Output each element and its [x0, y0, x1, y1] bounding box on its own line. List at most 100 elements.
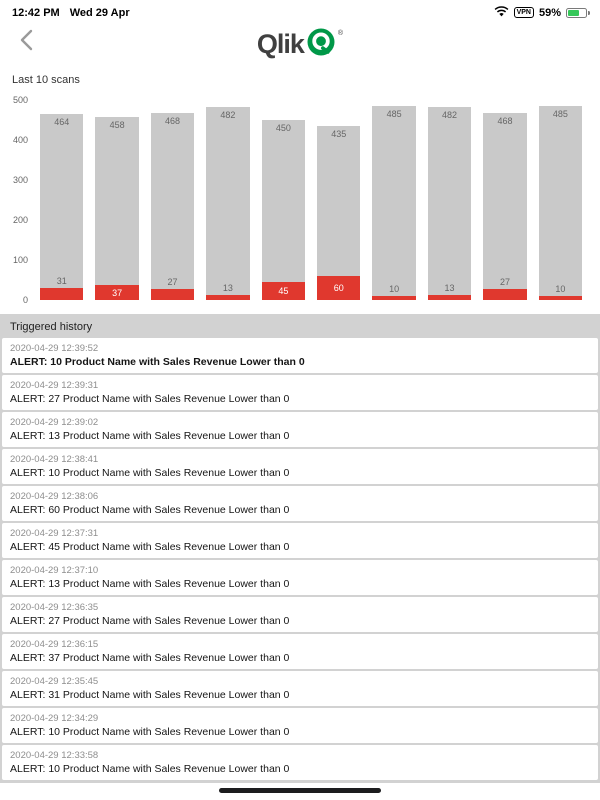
bar-group[interactable]: 485 10: [366, 100, 421, 300]
history-timestamp: 2020-04-29 12:38:41: [10, 454, 99, 465]
history-timestamp: 2020-04-29 12:36:35: [10, 602, 99, 613]
history-timestamp: 2020-04-29 12:38:06: [10, 491, 99, 502]
triggered-bar: [427, 294, 472, 300]
triggered-bar: [538, 296, 583, 300]
total-bar: 450 45: [261, 120, 306, 300]
vpn-badge: VPN: [513, 7, 534, 18]
wifi-icon: [494, 5, 509, 20]
history-alert-text: ALERT: 10 Product Name with Sales Revenu…: [10, 356, 305, 368]
total-bar: 435 60: [317, 126, 361, 300]
qlik-q-icon: [307, 28, 335, 61]
history-item[interactable]: 2020-04-29 12:33:58 ALERT: 10 Product Nam…: [2, 745, 598, 780]
chart-title: Last 10 scans: [12, 74, 80, 86]
history-item[interactable]: 2020-04-29 12:38:06 ALERT: 60 Product Nam…: [2, 486, 598, 521]
history-item[interactable]: 2020-04-29 12:39:31 ALERT: 27 Product Nam…: [2, 375, 598, 410]
history-item[interactable]: 2020-04-29 12:38:41 ALERT: 10 Product Nam…: [2, 449, 598, 484]
y-axis: 0 100 200 300 400 500: [6, 95, 34, 305]
status-date: Wed 29 Apr: [69, 6, 130, 19]
total-bar: 485 10: [538, 106, 583, 300]
status-time: 12:42 PM: [12, 6, 60, 19]
total-value-label: 468: [497, 115, 513, 126]
back-button[interactable]: [10, 26, 42, 58]
y-tick-label: 100: [12, 255, 28, 265]
history-timestamp: 2020-04-29 12:39:31: [10, 380, 99, 391]
bar-group[interactable]: 464 31: [34, 100, 89, 300]
total-value-label: 468: [165, 115, 181, 126]
history-alert-text: ALERT: 10 Product Name with Sales Revenu…: [10, 467, 290, 479]
bar-group[interactable]: 468 27: [145, 100, 200, 300]
triggered-bar: 60: [317, 276, 361, 300]
history-timestamp: 2020-04-29 12:35:45: [10, 676, 99, 687]
history-item[interactable]: 2020-04-29 12:36:15 ALERT: 37 Product Nam…: [2, 634, 598, 669]
history-item[interactable]: 2020-04-29 12:39:02 ALERT: 13 Product Nam…: [2, 412, 598, 447]
bar-group[interactable]: 458 37: [89, 100, 144, 300]
total-bar: 482 13: [206, 107, 250, 300]
triggered-bar: [206, 294, 250, 300]
history-item[interactable]: 2020-04-29 12:36:35 ALERT: 27 Product Nam…: [2, 597, 598, 632]
triggered-value-label: 10: [389, 284, 400, 294]
history-alert-text: ALERT: 45 Product Name with Sales Revenu…: [10, 541, 290, 553]
total-value-label: 450: [275, 123, 291, 133]
total-bar: 458 37: [95, 116, 139, 300]
history-timestamp: 2020-04-29 12:33:58: [10, 750, 99, 761]
qlik-logo-text: Qlik: [256, 28, 305, 59]
total-bar: 482 13: [427, 107, 472, 300]
y-tick-label: 200: [12, 215, 28, 225]
history-item[interactable]: 2020-04-29 12:37:10 ALERT: 13 Product Nam…: [2, 560, 598, 595]
history-alert-text: ALERT: 13 Product Name with Sales Revenu…: [10, 578, 290, 590]
history-item[interactable]: 2020-04-29 12:35:45 ALERT: 31 Product Nam…: [2, 671, 598, 706]
registered-mark: ®: [337, 29, 344, 37]
triggered-bar: [483, 289, 527, 300]
history-item[interactable]: 2020-04-29 12:37:31 ALERT: 45 Product Nam…: [2, 523, 598, 558]
y-tick-label: 500: [12, 95, 28, 105]
y-tick-label: 400: [12, 135, 28, 145]
total-value-label: 435: [331, 129, 347, 139]
bar-group[interactable]: 482 13: [200, 100, 255, 300]
history-title: Triggered history: [10, 321, 93, 333]
total-bar: 485 10: [372, 106, 416, 300]
history-alert-text: ALERT: 27 Product Name with Sales Revenu…: [10, 393, 290, 405]
total-value-label: 482: [220, 110, 236, 121]
history-timestamp: 2020-04-29 12:37:31: [10, 528, 99, 539]
triggered-value-label: 45: [278, 286, 289, 296]
history-timestamp: 2020-04-29 12:37:10: [10, 565, 99, 576]
history-alert-text: ALERT: 37 Product Name with Sales Revenu…: [10, 652, 290, 664]
triggered-value-label: 27: [167, 277, 178, 288]
triggered-bar: [150, 289, 195, 300]
triggered-value-label: 31: [56, 275, 67, 286]
bar-group[interactable]: 435 60: [311, 100, 366, 300]
history-alert-text: ALERT: 31 Product Name with Sales Revenu…: [10, 689, 290, 701]
history-alert-text: ALERT: 10 Product Name with Sales Revenu…: [10, 726, 290, 738]
bar-group[interactable]: 468 27: [477, 100, 532, 300]
bar-group[interactable]: 485 10: [533, 100, 588, 300]
back-chevron-icon: [20, 29, 33, 56]
y-tick-label: 300: [12, 175, 28, 185]
bars: 464 31 458 37 468 27 482 13 450 45 435 60 485 10 482 13…: [34, 100, 588, 300]
bar-group[interactable]: 450 45: [256, 100, 311, 300]
triggered-value-label: 27: [499, 277, 510, 288]
battery-icon: [566, 7, 590, 18]
triggered-value-label: 13: [222, 282, 233, 293]
triggered-value-label: 60: [333, 283, 344, 293]
triggered-bar: [372, 296, 416, 300]
triggered-bar: 45: [261, 282, 306, 300]
history-item[interactable]: 2020-04-29 12:39:52 ALERT: 10 Product Nam…: [2, 338, 598, 373]
total-bar: 468 27: [150, 112, 195, 300]
history-timestamp: 2020-04-29 12:34:29: [10, 713, 99, 724]
history-timestamp: 2020-04-29 12:39:52: [10, 343, 99, 354]
triggered-bar: 37: [95, 285, 139, 300]
total-bar: 468 27: [483, 112, 527, 300]
bar-group[interactable]: 482 13: [422, 100, 477, 300]
triggered-history-section: Triggered history 2020-04-29 12:39:52 ALE…: [0, 314, 600, 783]
y-tick-label: 0: [22, 295, 28, 305]
total-bar: 464 31: [40, 114, 84, 300]
history-item[interactable]: 2020-04-29 12:34:29 ALERT: 10 Product Nam…: [2, 708, 598, 743]
triggered-value-label: 10: [555, 284, 566, 294]
scans-bar-chart: 0 100 200 300 400 500 464 31 458 37 468 27 482 13 450…: [0, 90, 600, 306]
history-alert-text: ALERT: 13 Product Name with Sales Revenu…: [10, 430, 290, 442]
triggered-bar: [40, 287, 84, 300]
history-timestamp: 2020-04-29 12:39:02: [10, 417, 99, 428]
status-bar: 12:42 PM Wed 29 Apr VPN 59%: [0, 0, 600, 22]
total-value-label: 485: [552, 109, 568, 119]
home-indicator[interactable]: [219, 788, 381, 793]
